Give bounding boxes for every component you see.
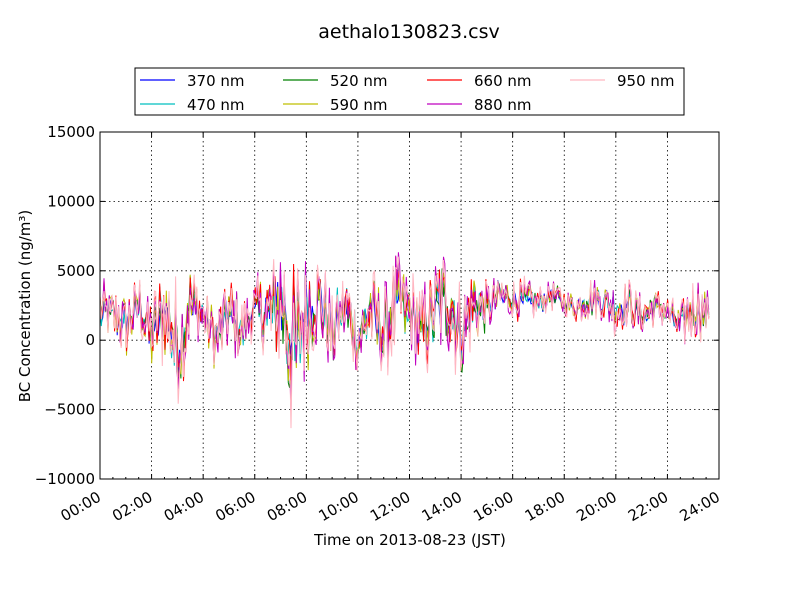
y-tick-label: −5000: [44, 401, 95, 419]
y-tick-label: 5000: [57, 262, 95, 280]
legend-label: 950 nm: [617, 72, 675, 90]
x-tick-label: 20:00: [573, 488, 619, 525]
x-tick-label: 02:00: [109, 488, 155, 525]
x-tick-label: 18:00: [522, 488, 568, 525]
x-axis-label: Time on 2013-08-23 (JST): [313, 531, 506, 549]
x-tick-label: 10:00: [315, 488, 361, 525]
legend-label: 660 nm: [474, 72, 532, 90]
y-tick-label: 0: [85, 331, 95, 349]
x-tick-label: 08:00: [264, 488, 310, 525]
x-tick-label: 14:00: [419, 488, 465, 525]
legend: 370 nm 470 nm 520 nm 590 nm 660 nm 880 nm 950 …: [134, 67, 685, 116]
legend-label: 370 nm: [187, 72, 245, 90]
chart-title: aethalo130823.csv: [318, 21, 500, 43]
y-tick-label: −10000: [35, 470, 95, 488]
x-tick-label: 22:00: [625, 488, 671, 525]
series-line-950-nm: [99, 256, 710, 429]
y-axis-label: BC Concentration (ng/m³): [16, 210, 34, 403]
plot-area: [99, 131, 720, 480]
x-tick-label: 12:00: [367, 488, 413, 525]
legend-label: 880 nm: [474, 96, 532, 114]
y-tick-label: 15000: [47, 123, 95, 141]
legend-label: 590 nm: [330, 96, 388, 114]
x-tick-label: 04:00: [161, 488, 207, 525]
x-tick-label: 06:00: [212, 488, 258, 525]
y-tick-label: 10000: [47, 192, 95, 210]
legend-label: 520 nm: [330, 72, 388, 90]
series-lines: [99, 252, 710, 429]
legend-box: [134, 67, 685, 116]
x-tick-label: 00:00: [58, 488, 104, 525]
x-tick-label: 24:00: [677, 488, 723, 525]
y-axis: −10000 −5000 0 5000 10000 15000: [35, 123, 719, 488]
legend-label: 470 nm: [187, 96, 245, 114]
x-tick-label: 16:00: [470, 488, 516, 525]
